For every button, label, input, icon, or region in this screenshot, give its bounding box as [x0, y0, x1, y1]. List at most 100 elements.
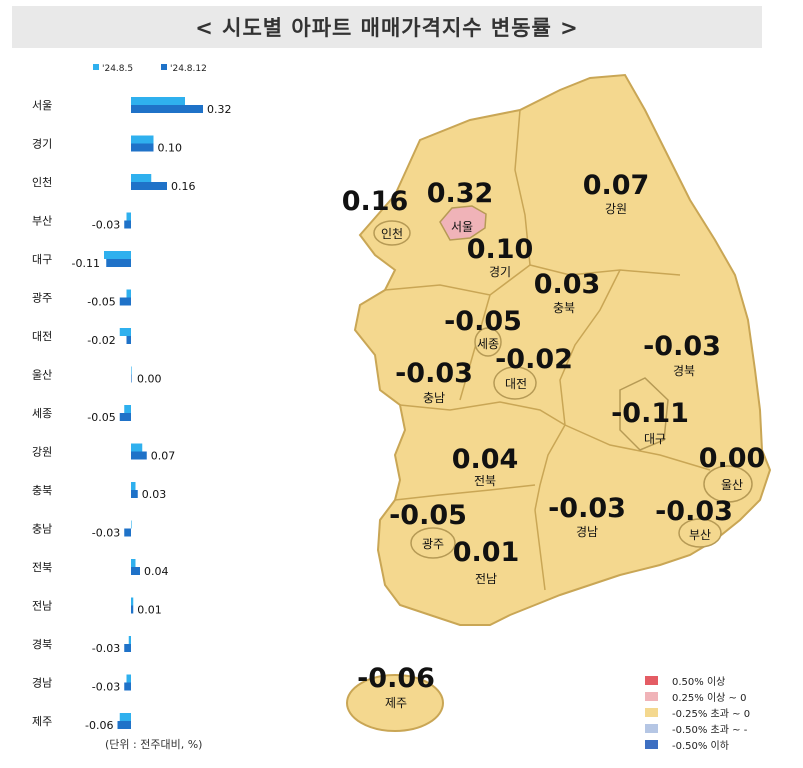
bar — [131, 559, 136, 567]
map-value-gwangju: -0.05 — [389, 500, 467, 531]
legend-label: 0.50% 이상 — [672, 676, 726, 688]
bar — [124, 644, 131, 652]
map-legend-item: -0.50% 이하 — [645, 736, 803, 752]
category-label: 충남 — [32, 523, 52, 536]
map-value-incheon: 0.16 — [342, 186, 409, 217]
bar — [131, 143, 154, 152]
map-value-jeju: -0.06 — [357, 663, 435, 694]
category-label: 강원 — [32, 446, 52, 459]
region-gwangju — [410, 527, 456, 559]
border-jeonnam-gyeongnam — [534, 509, 546, 591]
region-ulsan — [703, 465, 753, 503]
data-label: -0.02 — [87, 334, 115, 347]
data-label: -0.03 — [92, 527, 120, 540]
bar — [131, 135, 154, 144]
map-value-chungbuk: 0.03 — [534, 269, 601, 300]
map-value-seoul: 0.32 — [427, 178, 494, 209]
map-value-ulsan: 0.00 — [699, 443, 766, 474]
map-value-gyeonggi: 0.10 — [467, 234, 534, 265]
bar — [124, 682, 131, 691]
data-label: -0.11 — [72, 257, 100, 270]
legend-swatch — [161, 64, 167, 70]
map-legend: 0.50% 이상 0.25% 이상 ~ 0 -0.25% 초과 ~ 0 -0.5… — [645, 672, 803, 752]
legend-label: 0.25% 이상 ~ 0 — [672, 692, 747, 704]
map-land — [346, 73, 772, 732]
bar-chart: '24.8.5 '24.8.12 서울 0.32 경기 0.10 인천 0.16 부산 -0.03… — [32, 64, 232, 732]
map-legend-item: 0.25% 이상 ~ 0 — [645, 688, 803, 704]
legend-swatch — [645, 739, 658, 749]
bar — [131, 451, 147, 460]
map-name-incheon: 인천 — [381, 226, 403, 241]
bar — [126, 212, 131, 221]
jeju-shape — [346, 674, 444, 732]
data-label: -0.06 — [85, 719, 113, 732]
map-name-chungnam: 충남 — [423, 391, 445, 405]
map-name-ulsan: 울산 — [721, 478, 743, 492]
category-label: 울산 — [32, 369, 52, 382]
map-name-daegu: 대구 — [644, 432, 666, 446]
map-name-chungbuk: 충북 — [553, 301, 575, 315]
map-name-jeju: 제주 — [385, 696, 407, 710]
data-label: -0.03 — [92, 642, 120, 655]
korea-map: 0.16 인천 0.32 서울 0.10 경기 0.07 강원 0.03 충북 … — [342, 73, 772, 732]
legend-swatch — [645, 675, 658, 685]
map-name-jeonbuk: 전북 — [474, 474, 496, 488]
region-seoul — [439, 205, 487, 241]
map-value-busan: -0.03 — [655, 496, 733, 527]
legend-swatch — [645, 691, 658, 701]
data-label: -0.03 — [92, 219, 120, 232]
map-value-daegu: -0.11 — [611, 398, 689, 429]
border-chungnam-chungbuk — [459, 294, 491, 401]
bar — [124, 528, 131, 537]
bar — [119, 413, 131, 421]
bar — [104, 251, 131, 259]
bar — [126, 674, 131, 683]
bar — [126, 289, 131, 298]
bar — [119, 297, 131, 306]
bar — [124, 405, 131, 413]
data-label: 0.04 — [144, 565, 169, 578]
map-name-gangwon: 강원 — [605, 202, 627, 216]
bar — [119, 713, 131, 721]
legend-label: '24.8.12 — [170, 64, 207, 74]
map-values: 0.16 인천 0.32 서울 0.10 경기 0.07 강원 0.03 충북 … — [342, 170, 766, 710]
chart-title: < 시도별 아파트 매매가격지수 변동률 > — [12, 6, 762, 48]
data-label: 0.00 — [137, 373, 162, 386]
data-label: 0.10 — [158, 142, 183, 155]
border-gyeonggi-gangwon — [514, 109, 531, 266]
map-name-busan: 부산 — [689, 528, 711, 542]
data-label: 0.32 — [207, 103, 232, 116]
map-value-jeonnam: 0.01 — [453, 537, 520, 568]
map-legend-item: -0.25% 초과 ~ 0 — [645, 704, 803, 720]
data-label: 0.01 — [137, 604, 162, 617]
legend-label: '24.8.5 — [102, 64, 133, 74]
map-name-daejeon: 대전 — [505, 377, 527, 391]
category-label: 서울 — [32, 99, 52, 112]
bar — [131, 443, 143, 452]
bar — [131, 605, 134, 614]
border-chungbuk-north — [529, 264, 681, 276]
border-chungnam-jeonbuk — [399, 401, 566, 426]
border-jeonbuk-gyeongnam — [534, 424, 566, 511]
map-name-gwangju: 광주 — [422, 537, 444, 551]
map-value-gyeongbuk: -0.03 — [643, 331, 721, 362]
map-name-gyeongnam: 경남 — [576, 525, 598, 539]
map-name-jeonnam: 전남 — [475, 572, 497, 586]
bar — [128, 636, 131, 644]
legend-swatch — [645, 707, 658, 717]
region-daejeon — [493, 366, 537, 400]
map-value-gangwon: 0.07 — [583, 170, 650, 201]
legend-label: -0.25% 초과 ~ 0 — [672, 708, 751, 720]
legend-label: -0.50% 초과 ~ - — [672, 724, 748, 736]
province-borders — [384, 109, 711, 591]
unit-note: (단위 : 전주대비, %) — [105, 738, 203, 751]
bar — [131, 174, 152, 182]
category-label: 충북 — [32, 484, 52, 497]
category-label: 전북 — [32, 561, 52, 574]
bar — [119, 328, 131, 336]
bar — [131, 597, 134, 606]
bar — [131, 374, 132, 383]
category-label: 세종 — [32, 407, 52, 420]
bar — [131, 482, 136, 490]
bar — [131, 520, 132, 529]
